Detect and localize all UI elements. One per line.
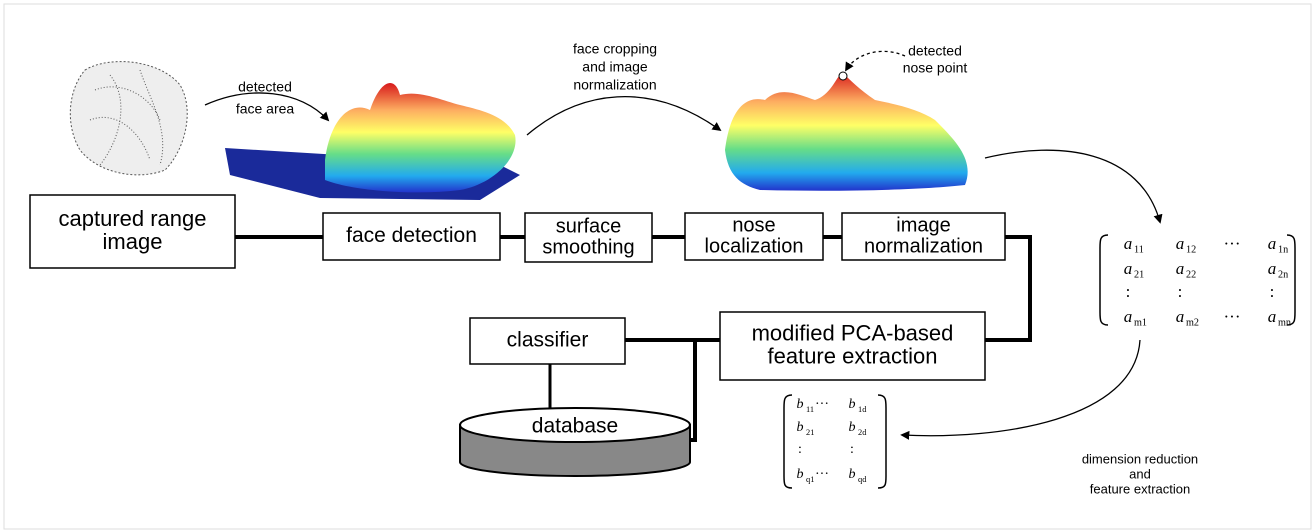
box-label: face detection [346,224,477,247]
process-box [684,212,824,261]
matrix-subscript: 1d [858,405,867,414]
matrix-entry: b [797,420,804,435]
matrix-brackets [783,234,1296,489]
matrix-subscript: 21 [1134,269,1144,280]
matrix-subscript: 21 [806,428,814,437]
annotation: and image [582,59,648,75]
matrix-entry: ··· [1224,234,1241,253]
database-label: database [532,415,618,438]
matrix-entry: a [1176,307,1185,326]
box-label: captured range [59,206,207,231]
frame [3,3,1312,530]
matrix-subscript: 22 [1186,269,1196,280]
matrix-entry: b [849,420,856,435]
matrix-subscript: m1 [1134,317,1147,328]
normalized-surface [725,71,968,191]
matrix-entry: : [1270,282,1275,301]
annotation: feature extraction [1090,481,1190,496]
annotation: normalization [573,77,656,93]
matrix-entry: a [1268,259,1277,278]
matrix-subscript: m2 [1186,317,1199,328]
matrix-entry: b [849,397,856,412]
matrix-subscript: 2n [1278,269,1288,280]
annotation: face cropping [573,41,657,57]
matrix-entry: a [1176,234,1185,253]
matrix-subscript: q1 [806,475,814,484]
face-scan [69,61,188,176]
box-label: nose [732,214,775,236]
annotation: detected [238,79,292,95]
matrix-entry: : [798,442,802,457]
matrix-subscript: 1n [1278,244,1288,255]
matrix-entry: a [1268,234,1277,253]
matrix-subscript: mn [1278,317,1291,328]
matrix-entry: b [797,397,804,412]
matrix-subscript: qd [858,475,867,484]
matrix-entry: ··· [1224,307,1241,326]
process-box [322,212,501,261]
matrix-entry: a [1124,234,1133,253]
annotation: detected [908,43,962,59]
matrix-entry: b [849,467,856,482]
process-box [29,194,236,269]
matrix-entry: a [1124,307,1133,326]
box-label: modified PCA-based [752,320,954,345]
box-label: image [896,214,950,236]
matrix-subscript: 12 [1186,244,1196,255]
database-cylinder [459,407,691,477]
matrix-subscript: 11 [806,405,814,414]
matrix-entry: b [797,467,804,482]
box-label: feature extraction [768,343,938,368]
annotation: nose point [903,60,968,76]
process-box [841,212,1006,261]
box-label: classifier [507,329,589,352]
process-box [524,212,653,263]
matrix-entry: a [1268,307,1277,326]
annotation: and [1129,466,1151,481]
box-label: localization [705,235,804,257]
process-box [719,311,986,381]
matrix-entry: a [1124,259,1133,278]
box-label: surface [556,215,622,237]
matrix-entry: a [1176,259,1185,278]
annotation: dimension reduction [1082,451,1198,466]
face-surface [225,83,520,200]
box-label: smoothing [542,236,634,258]
matrix-entry: : [850,442,854,457]
matrix-subscript: 11 [1134,244,1144,255]
matrix-entry: : [1178,282,1183,301]
matrix-subscript: 2d [858,428,867,437]
box-label: image [103,229,163,254]
matrix-entry: ··· [815,397,829,412]
arrows [204,50,1163,440]
matrix-entry: : [1126,282,1131,301]
box-label: normalization [864,235,983,257]
process-box [469,317,626,365]
annotation: face area [236,101,295,117]
matrix-entry: ··· [815,467,829,482]
